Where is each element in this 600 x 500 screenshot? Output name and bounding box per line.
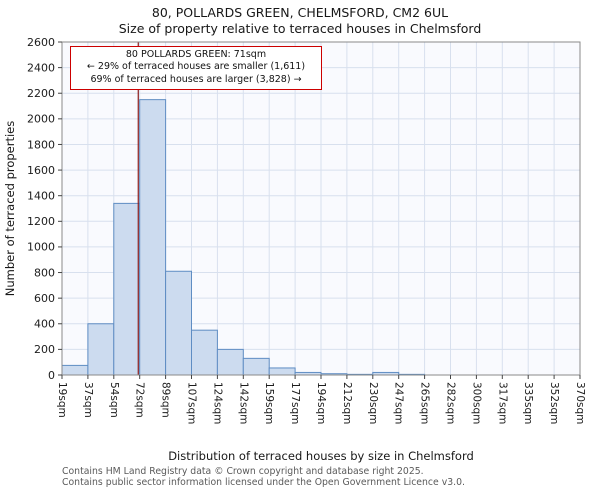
histogram-bar bbox=[87, 323, 115, 376]
chart-title-line2: Size of property relative to terraced ho… bbox=[118, 21, 482, 36]
x-tick-label: 212sqm bbox=[341, 382, 353, 424]
y-tick-label: 200 bbox=[34, 343, 55, 356]
histogram-bar bbox=[61, 364, 89, 376]
histogram-bar bbox=[216, 348, 244, 376]
x-tick-label: 370sqm bbox=[574, 382, 586, 424]
histogram-bar bbox=[165, 270, 193, 376]
x-tick-label: 352sqm bbox=[548, 382, 560, 424]
x-tick-label: 72sqm bbox=[134, 382, 146, 418]
y-tick-label: 2200 bbox=[27, 87, 55, 100]
y-tick-label: 1200 bbox=[27, 215, 55, 228]
x-tick-label: 282sqm bbox=[445, 382, 457, 424]
x-tick-label: 142sqm bbox=[237, 382, 249, 424]
histogram-bar bbox=[191, 329, 218, 376]
y-tick-label: 600 bbox=[34, 292, 55, 305]
x-tick-label: 317sqm bbox=[496, 382, 508, 424]
y-tick-label: 800 bbox=[34, 266, 55, 279]
y-axis-label: Number of terraced properties bbox=[3, 120, 17, 297]
footer-copyright-line1: Contains HM Land Registry data © Crown c… bbox=[62, 466, 424, 477]
x-tick-label: 107sqm bbox=[186, 382, 198, 424]
x-tick-label: 124sqm bbox=[211, 382, 223, 424]
x-tick-label: 335sqm bbox=[522, 382, 534, 424]
histogram-bar bbox=[113, 202, 141, 376]
annotation-smaller-line: ← 29% of terraced houses are smaller (1,… bbox=[86, 61, 306, 73]
y-tick-label: 0 bbox=[48, 369, 55, 382]
y-tick-label: 2600 bbox=[27, 36, 55, 49]
y-tick-label: 1400 bbox=[27, 189, 55, 202]
x-tick-label: 265sqm bbox=[419, 382, 431, 424]
histogram-bar bbox=[242, 357, 270, 376]
y-tick-label: 1800 bbox=[27, 138, 55, 151]
x-tick-label: 54sqm bbox=[108, 382, 120, 418]
x-tick-label: 89sqm bbox=[160, 382, 172, 418]
x-tick-label: 177sqm bbox=[289, 382, 301, 424]
y-tick-label: 1000 bbox=[27, 241, 55, 254]
footer-copyright-line2: Contains public sector information licen… bbox=[62, 477, 465, 488]
histogram-bar bbox=[268, 367, 296, 376]
histogram-bar bbox=[139, 99, 167, 376]
chart-title-line1: 80, POLLARDS GREEN, CHELMSFORD, CM2 6UL bbox=[151, 5, 449, 20]
y-tick-label: 2400 bbox=[27, 61, 55, 74]
x-tick-label: 300sqm bbox=[470, 382, 482, 424]
x-tick-label: 159sqm bbox=[263, 382, 275, 424]
x-tick-label: 194sqm bbox=[315, 382, 327, 424]
annotation-larger-line: 69% of terraced houses are larger (3,828… bbox=[90, 73, 302, 85]
x-axis-label: Distribution of terraced houses by size … bbox=[168, 449, 474, 463]
y-tick-label: 1600 bbox=[27, 164, 55, 177]
x-tick-label: 230sqm bbox=[367, 382, 379, 424]
x-tick-label: 19sqm bbox=[56, 382, 68, 418]
marker-annotation: 80 POLLARDS GREEN: 71sqm ← 29% of terrac… bbox=[70, 46, 322, 91]
x-tick-label: 247sqm bbox=[393, 382, 405, 424]
annotation-property-line: 80 POLLARDS GREEN: 71sqm bbox=[125, 49, 267, 60]
y-tick-label: 2000 bbox=[27, 113, 55, 126]
x-tick-label: 37sqm bbox=[82, 382, 94, 418]
y-tick-label: 400 bbox=[34, 318, 55, 331]
